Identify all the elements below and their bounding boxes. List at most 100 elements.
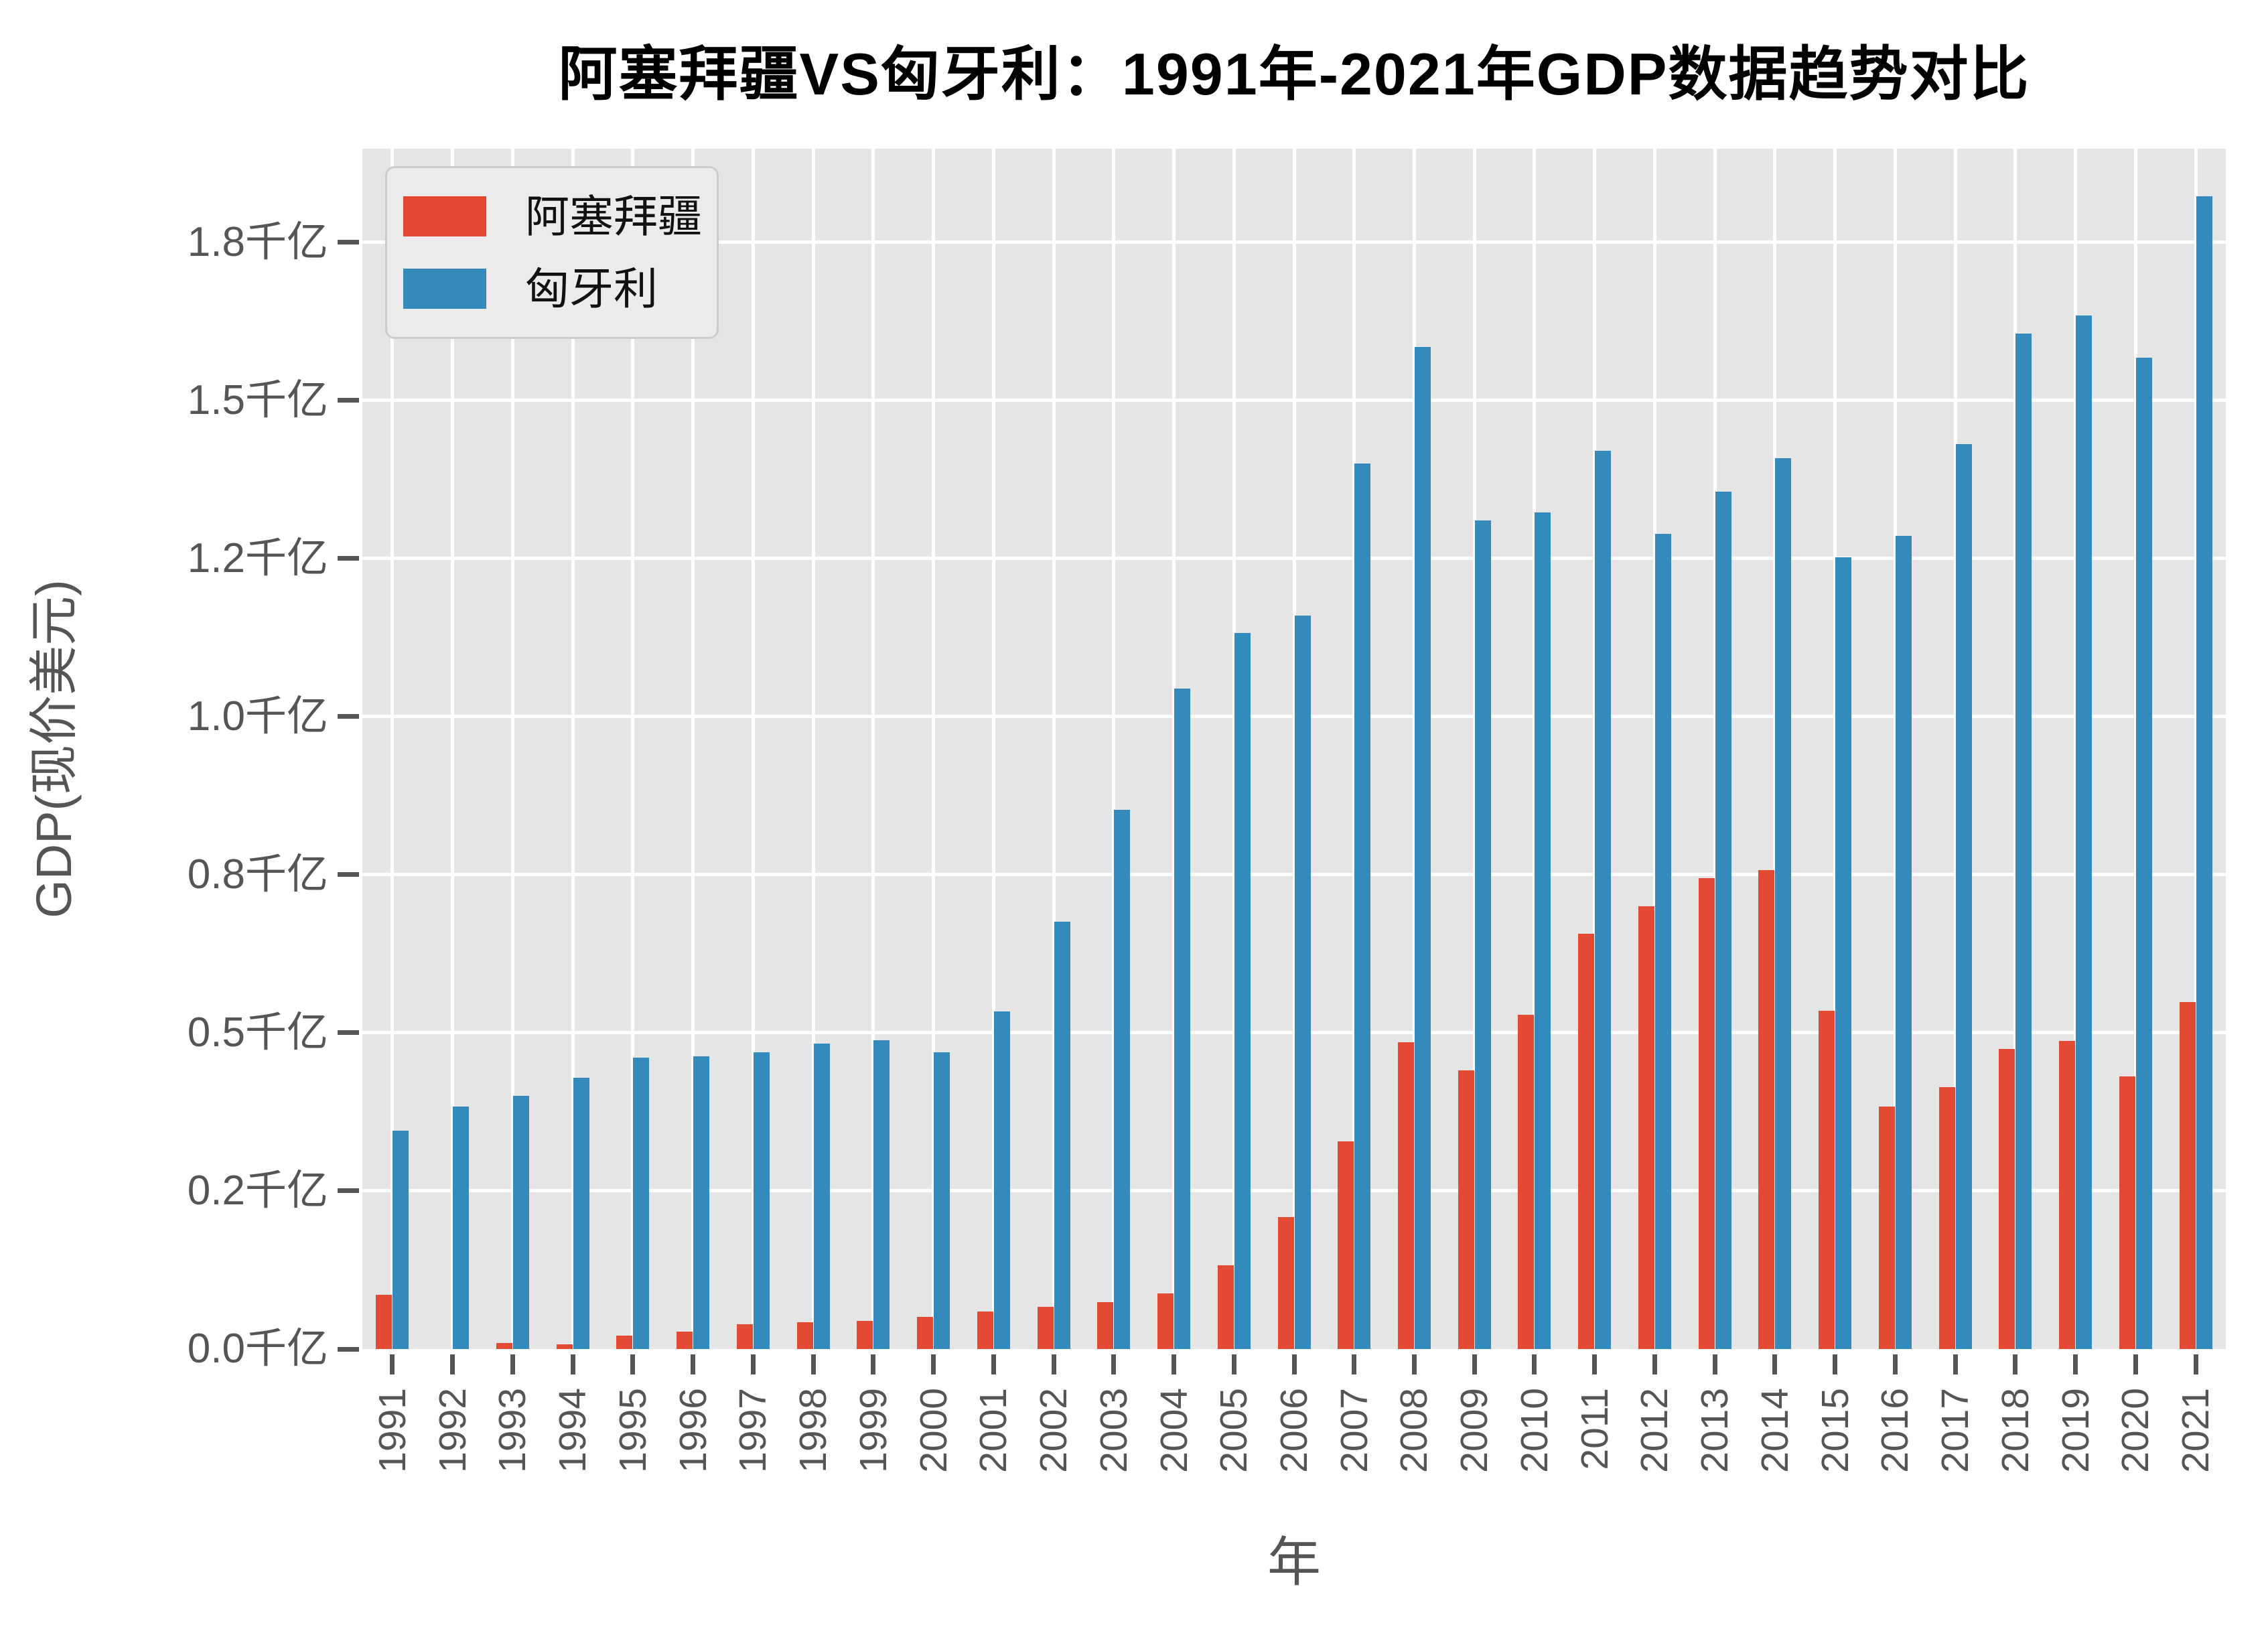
- x-tick-mark-2021: [2193, 1354, 2198, 1374]
- bar-azerbaijan-2001: [977, 1312, 993, 1349]
- bar-hungary-2007: [1354, 464, 1371, 1349]
- x-tick-mark-1991: [390, 1354, 395, 1374]
- y-tick-mark-0.0千亿: [338, 1346, 359, 1352]
- x-tick-mark-2000: [931, 1354, 936, 1374]
- bar-hungary-2017: [1955, 443, 1972, 1349]
- legend: 阿塞拜疆 匈牙利: [385, 166, 719, 339]
- x-tick-label-text-2018: 2018: [1993, 1388, 2037, 1473]
- bar-hungary-1996: [693, 1056, 710, 1349]
- legend-label-hungary: 匈牙利: [525, 264, 658, 313]
- x-tick-mark-2020: [2133, 1354, 2138, 1374]
- x-gridline-2012: [1652, 149, 1656, 1349]
- bar-hungary-2018: [2015, 333, 2032, 1349]
- x-gridline-1998: [811, 149, 815, 1349]
- bar-hungary-2001: [993, 1011, 1010, 1349]
- x-tick-mark-2003: [1111, 1354, 1117, 1374]
- bar-hungary-2021: [2196, 196, 2212, 1349]
- x-tick-label-text-2021: 2021: [2174, 1388, 2218, 1473]
- legend-label-azerbaijan: 阿塞拜疆: [525, 192, 702, 241]
- bar-azerbaijan-1997: [736, 1324, 753, 1349]
- x-gridline-2008: [1412, 149, 1416, 1349]
- x-gridline-1995: [631, 149, 635, 1349]
- x-tick-label-text-2000: 2000: [912, 1388, 955, 1473]
- x-tick-label-text-2016: 2016: [1873, 1388, 1917, 1473]
- x-gridline-2005: [1232, 149, 1236, 1349]
- x-gridline-2009: [1472, 149, 1476, 1349]
- bar-azerbaijan-1996: [677, 1331, 693, 1349]
- y-tick-label-1.2千亿: 1.2千亿: [187, 535, 328, 581]
- bar-hungary-2011: [1595, 451, 1612, 1349]
- bar-azerbaijan-1991: [376, 1294, 393, 1349]
- bar-azerbaijan-2015: [1819, 1010, 1835, 1349]
- x-tick-label-text-1991: 1991: [370, 1388, 414, 1473]
- x-gridline-2016: [1893, 149, 1897, 1349]
- x-tick-mark-2002: [1051, 1354, 1056, 1374]
- x-tick-mark-2012: [1652, 1354, 1657, 1374]
- bar-hungary-2004: [1174, 689, 1191, 1349]
- x-tick-label-text-2002: 2002: [1032, 1388, 1076, 1473]
- legend-swatch-hungary: [403, 269, 486, 309]
- x-gridline-2010: [1533, 149, 1537, 1349]
- y-tick-label-0.0千亿: 0.0千亿: [187, 1326, 328, 1372]
- bar-azerbaijan-2010: [1518, 1014, 1535, 1349]
- x-tick-label-text-2010: 2010: [1512, 1388, 1556, 1473]
- bar-hungary-1993: [512, 1096, 529, 1349]
- x-tick-mark-1996: [691, 1354, 696, 1374]
- x-tick-label-text-1998: 1998: [792, 1388, 835, 1473]
- bar-hungary-2014: [1775, 457, 1792, 1349]
- bar-azerbaijan-2011: [1578, 933, 1595, 1349]
- bar-azerbaijan-2017: [1938, 1087, 1955, 1349]
- x-gridline-1994: [571, 149, 575, 1349]
- x-tick-mark-2006: [1291, 1354, 1297, 1374]
- x-gridline-2014: [1773, 149, 1777, 1349]
- bar-hungary-2019: [2076, 315, 2093, 1349]
- y-tick-mark-1.2千亿: [338, 556, 359, 561]
- x-tick-label-text-2001: 2001: [972, 1388, 1015, 1473]
- bar-hungary-2016: [1895, 535, 1912, 1349]
- bar-azerbaijan-2000: [917, 1316, 934, 1349]
- y-tick-label-0.8千亿: 0.8千亿: [187, 851, 328, 898]
- x-tick-label-text-2007: 2007: [1332, 1388, 1376, 1473]
- legend-item-azerbaijan: 阿塞拜疆: [403, 194, 717, 238]
- x-tick-mark-1999: [871, 1354, 876, 1374]
- x-gridline-2001: [991, 149, 995, 1349]
- x-tick-label-text-1992: 1992: [431, 1388, 474, 1473]
- bar-azerbaijan-2012: [1638, 906, 1654, 1349]
- y-tick-label-0.2千亿: 0.2千亿: [187, 1167, 328, 1214]
- x-gridline-2011: [1593, 149, 1597, 1349]
- bar-azerbaijan-1999: [857, 1321, 873, 1349]
- x-gridline-2020: [2133, 149, 2137, 1349]
- y-tick-label-1.5千亿: 1.5千亿: [187, 376, 328, 423]
- x-tick-label-text-2019: 2019: [2054, 1388, 2097, 1473]
- chart-title: 阿塞拜疆VS匈牙利：1991年-2021年GDP数据趋势对比: [558, 41, 2030, 107]
- y-tick-label-1.8千亿: 1.8千亿: [187, 218, 328, 265]
- x-tick-label-text-2017: 2017: [1934, 1388, 1977, 1473]
- x-tick-mark-2009: [1472, 1354, 1477, 1374]
- x-tick-label-text-2009: 2009: [1453, 1388, 1496, 1473]
- x-gridline-1991: [391, 149, 395, 1349]
- x-tick-label-text-1995: 1995: [611, 1388, 654, 1473]
- bar-hungary-1995: [633, 1057, 650, 1349]
- x-tick-label-text-2004: 2004: [1152, 1388, 1196, 1473]
- bar-azerbaijan-2014: [1758, 870, 1775, 1349]
- x-gridline-2017: [1953, 149, 1957, 1349]
- x-tick-mark-2001: [991, 1354, 996, 1374]
- bar-hungary-1998: [813, 1043, 830, 1349]
- x-tick-label-text-2008: 2008: [1393, 1388, 1436, 1473]
- bar-hungary-2013: [1715, 491, 1731, 1349]
- legend-swatch-azerbaijan: [403, 196, 486, 236]
- x-tick-mark-1998: [810, 1354, 816, 1374]
- x-gridline-2018: [2013, 149, 2017, 1349]
- bar-hungary-1991: [393, 1131, 409, 1349]
- x-tick-mark-1994: [570, 1354, 575, 1374]
- x-gridline-2003: [1112, 149, 1116, 1349]
- x-tick-mark-2018: [2013, 1354, 2018, 1374]
- bar-hungary-2005: [1234, 633, 1251, 1349]
- x-tick-mark-2014: [1772, 1354, 1778, 1374]
- x-gridline-1992: [451, 149, 455, 1349]
- bar-azerbaijan-2009: [1458, 1070, 1474, 1349]
- x-tick-mark-2007: [1352, 1354, 1357, 1374]
- y-tick-mark-0.8千亿: [338, 872, 359, 877]
- bar-hungary-2002: [1054, 921, 1070, 1349]
